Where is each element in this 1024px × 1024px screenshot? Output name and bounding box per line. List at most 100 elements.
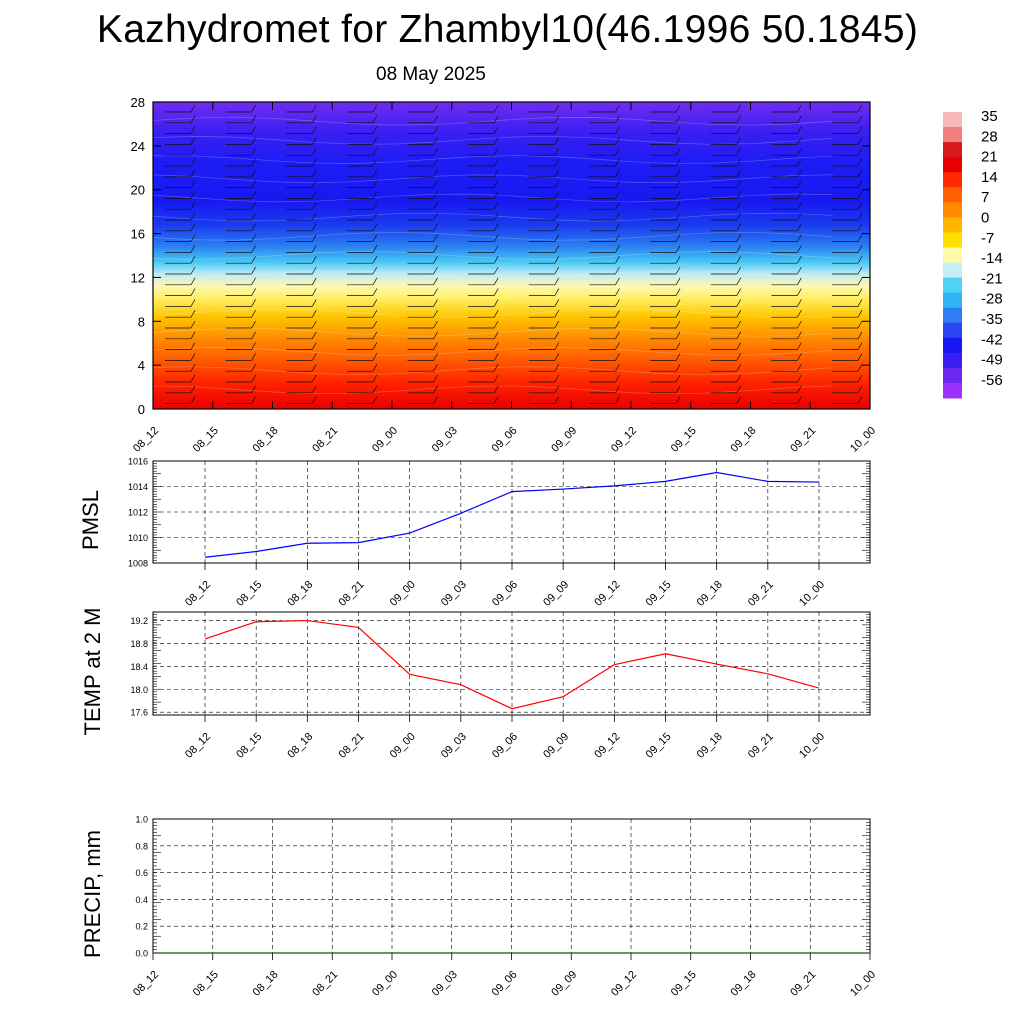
colorbar-label: 21: [981, 149, 998, 166]
y-tick-label: 4: [138, 358, 145, 373]
x-tick-label: 09_15: [669, 425, 699, 455]
wind-barb: [165, 266, 196, 275]
y-tick-label: 17.6: [130, 708, 148, 718]
x-tick-label: 09_03: [439, 731, 469, 761]
y-tick-label: 0.2: [135, 922, 148, 932]
wind-barb: [468, 234, 499, 242]
wind-barb: [832, 137, 863, 145]
wind-barb: [528, 320, 560, 329]
wind-barb: [346, 364, 378, 372]
wind-barb: [589, 212, 620, 221]
wind-barb: [165, 148, 196, 156]
wind-barb: [346, 126, 378, 134]
wind-barb: [528, 148, 560, 156]
wind-barb: [589, 202, 620, 210]
wind-barb: [346, 245, 378, 253]
x-tick-label: 08_12: [183, 731, 213, 761]
wind-barb: [710, 385, 742, 394]
wind-barb: [528, 158, 560, 167]
x-tick-label: 08_18: [251, 425, 281, 455]
wind-barb: [468, 202, 499, 210]
wind-barb: [286, 223, 317, 232]
wind-barb: [165, 331, 196, 340]
wind-barb: [589, 331, 620, 340]
wind-barb: [771, 202, 802, 210]
wind-barb: [710, 126, 742, 134]
wind-barb: [468, 331, 499, 340]
wind-barb: [346, 277, 378, 286]
wind-barb: [589, 353, 620, 361]
wind-barb: [468, 169, 499, 178]
wind-barb: [407, 191, 438, 199]
colorbar-swatch: [943, 367, 962, 384]
wind-barb: [468, 137, 499, 145]
wind-barb: [528, 310, 560, 318]
contour-line: [152, 270, 834, 280]
wind-barb: [771, 212, 802, 221]
colorbar-label: -42: [981, 331, 1003, 348]
wind-barb: [407, 353, 438, 361]
wind-barb: [468, 342, 499, 350]
wind-barb: [468, 126, 499, 134]
y-tick-label: 1008: [128, 559, 148, 569]
wind-barb: [650, 320, 681, 329]
contour-line: [152, 308, 834, 318]
wind-barb: [528, 202, 560, 210]
wind-barb: [286, 158, 317, 167]
wind-barb: [771, 104, 802, 113]
colorbar-swatch: [943, 352, 962, 369]
wind-barb: [832, 223, 863, 232]
wind-barb: [225, 331, 256, 340]
wind-barb: [286, 353, 317, 361]
x-tick-label: 09_18: [695, 579, 725, 609]
wind-barb: [771, 331, 802, 340]
wind-barb: [771, 180, 802, 188]
colorbar-swatch: [943, 157, 962, 173]
x-tick-label: 09_15: [669, 969, 699, 999]
y-axis-title: TEMP at 2 M: [80, 608, 105, 736]
wind-barb: [165, 202, 196, 210]
colorbar-label: -14: [981, 250, 1003, 267]
wind-barb: [225, 342, 256, 350]
x-tick-label: 08_21: [310, 425, 340, 455]
wind-barb: [225, 353, 256, 361]
wind-barb: [407, 374, 438, 383]
y-tick-label: 19.2: [130, 616, 148, 626]
y-tick-label: 16: [131, 227, 145, 242]
wind-barb: [650, 342, 681, 350]
colorbar-swatch: [943, 247, 962, 264]
wind-barb: [771, 169, 802, 178]
x-tick-label: 09_12: [592, 731, 622, 761]
wind-barb: [468, 191, 499, 199]
wind-barb: [710, 353, 742, 361]
wind-barb: [589, 104, 620, 113]
wind-barb: [468, 353, 499, 361]
wind-barb: [832, 353, 863, 361]
y-tick-label: 0.6: [135, 868, 148, 878]
colorbar-swatch: [943, 307, 962, 324]
wind-barb: [589, 256, 620, 264]
wind-barb: [832, 148, 863, 156]
wind-barb: [650, 374, 681, 383]
wind-barb: [225, 245, 256, 253]
wind-barb: [165, 126, 196, 134]
wind-barb: [710, 331, 742, 340]
wind-barb: [407, 288, 438, 296]
x-tick-label: 08_12: [183, 579, 213, 609]
wind-barb: [650, 191, 681, 199]
wind-barb: [225, 234, 256, 242]
wind-barb: [407, 385, 438, 394]
wind-barb: [710, 299, 742, 307]
wind-barb: [710, 137, 742, 145]
wind-barb: [225, 374, 256, 383]
wind-barb: [589, 234, 620, 242]
wind-barb: [589, 158, 620, 167]
colorbar-swatch: [943, 337, 962, 354]
x-tick-label: 08_21: [310, 969, 340, 999]
wind-barb: [407, 126, 438, 134]
wind-barb: [165, 104, 196, 113]
wind-barb: [710, 223, 742, 232]
wind-barb: [407, 180, 438, 188]
x-tick-label: 09_21: [788, 969, 818, 999]
wind-barb: [165, 191, 196, 199]
